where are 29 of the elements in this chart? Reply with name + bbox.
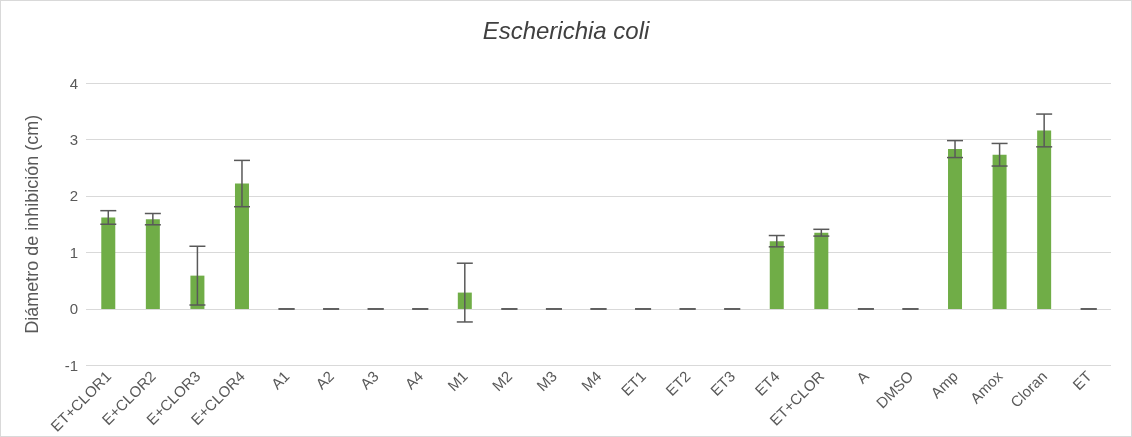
bar <box>101 217 116 309</box>
y-tick-label: -1 <box>64 356 78 374</box>
x-tick-label: ET3 <box>706 367 739 399</box>
y-tick-label: 0 <box>69 300 78 318</box>
bar <box>1037 130 1052 309</box>
bar <box>145 219 160 309</box>
x-tick-label: M4 <box>577 367 605 395</box>
bar <box>948 149 963 309</box>
x-tick-label: ET <box>1069 367 1095 394</box>
bar <box>992 154 1007 309</box>
y-tick-label: 2 <box>69 187 78 205</box>
x-tick-label: ET2 <box>662 367 694 399</box>
y-tick-label: 4 <box>69 74 78 92</box>
x-tick-label: A4 <box>401 367 427 393</box>
x-tick-label: A2 <box>312 367 338 393</box>
y-tick-label: 1 <box>69 243 78 261</box>
bar <box>769 241 784 309</box>
x-tick-label: M1 <box>444 367 471 395</box>
bar <box>234 183 249 309</box>
x-tick-label: A1 <box>267 367 293 393</box>
x-tick-label: M2 <box>488 367 516 395</box>
y-tick-label: 3 <box>69 130 78 148</box>
x-tick-label: A <box>852 367 872 387</box>
y-axis-title: Diámetro de inhibición (cm) <box>22 114 42 334</box>
x-tick-label: ET1 <box>617 367 650 399</box>
x-tick-label: M3 <box>533 367 560 395</box>
chart-title: Escherichia coli <box>482 16 651 44</box>
x-tick-label: A3 <box>356 367 382 393</box>
bar <box>814 232 829 309</box>
